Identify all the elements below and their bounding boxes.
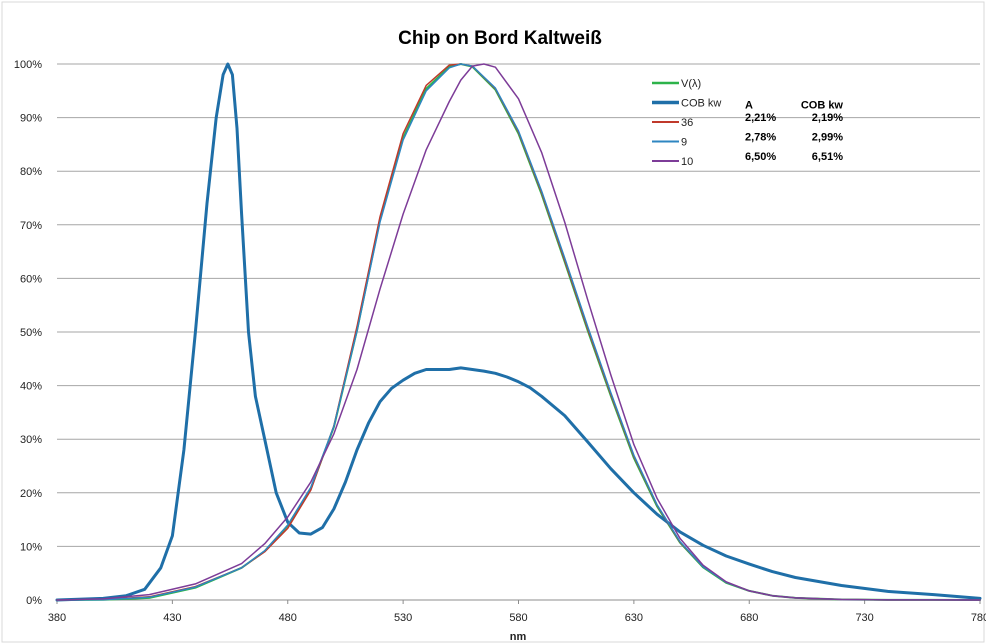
value-table: A COB kw 2,21% 2,19% 2,78% 2,99% 6,50% 6,51% bbox=[745, 100, 843, 164]
y-tick-label: 20% bbox=[20, 488, 42, 500]
x-tick-label: 580 bbox=[509, 612, 527, 624]
legend: V(λ) COB kw 36 9 10 bbox=[652, 78, 721, 168]
x-tick-label: 780 bbox=[971, 612, 986, 624]
plot-area bbox=[55, 62, 982, 602]
table-cell: 2,78% bbox=[745, 132, 776, 144]
x-tick-label: 430 bbox=[163, 612, 181, 624]
x-tick-label: 530 bbox=[394, 612, 412, 624]
x-tick-label: 380 bbox=[48, 612, 66, 624]
y-tick-label: 100% bbox=[14, 59, 42, 71]
legend-label: 10 bbox=[681, 156, 693, 168]
y-tick-label: 70% bbox=[20, 220, 42, 232]
legend-label: 36 bbox=[681, 117, 693, 129]
y-tick-label: 60% bbox=[20, 273, 42, 285]
y-tick-label: 40% bbox=[20, 381, 42, 393]
table-cell: 2,19% bbox=[812, 112, 843, 124]
y-tick-label: 10% bbox=[20, 541, 42, 553]
x-tick-label: 630 bbox=[625, 612, 643, 624]
x-axis: 380 430 480 530 580 630 680 730 780 bbox=[48, 600, 986, 624]
chart-title: Chip on Bord Kaltweiß bbox=[398, 28, 602, 49]
table-cell: 2,21% bbox=[745, 112, 776, 124]
x-tick-label: 480 bbox=[279, 612, 297, 624]
y-tick-label: 0% bbox=[26, 595, 42, 607]
y-tick-label: 30% bbox=[20, 434, 42, 446]
y-axis: 0% 10% 20% 30% 40% 50% 60% 70% 80% 90% 100% bbox=[14, 59, 42, 607]
table-header: A bbox=[745, 100, 753, 112]
legend-label: COB kw bbox=[681, 98, 721, 110]
series-line-4 bbox=[56, 63, 981, 601]
y-tick-label: 80% bbox=[20, 166, 42, 178]
table-cell: 6,50% bbox=[745, 151, 776, 163]
y-tick-label: 90% bbox=[20, 113, 42, 125]
x-tick-label: 730 bbox=[855, 612, 873, 624]
x-tick-label: 680 bbox=[740, 612, 758, 624]
x-axis-label: nm bbox=[510, 631, 527, 643]
table-header: COB kw bbox=[801, 100, 844, 112]
legend-label: V(λ) bbox=[681, 78, 701, 90]
table-cell: 6,51% bbox=[812, 151, 843, 163]
y-tick-label: 50% bbox=[20, 327, 42, 339]
legend-label: 9 bbox=[681, 137, 687, 149]
table-cell: 2,99% bbox=[812, 132, 843, 144]
